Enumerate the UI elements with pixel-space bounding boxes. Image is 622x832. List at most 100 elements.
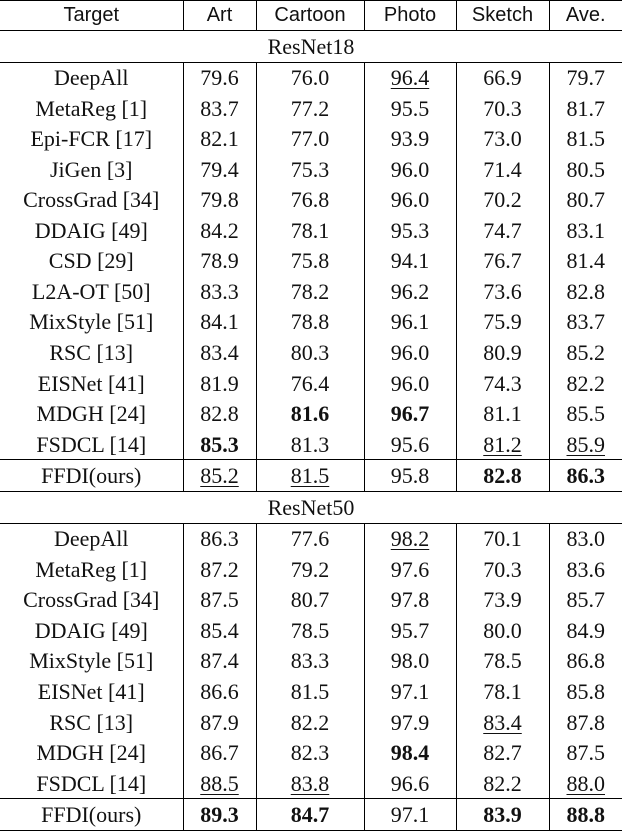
method-name: Epi-FCR [17] (30, 126, 153, 152)
method-name: FFDI(ours) (0, 798, 183, 831)
score-cell: 80.3 (255, 337, 364, 368)
score-cell: 83.4 (455, 706, 549, 738)
score-cell: 83.6 (548, 554, 622, 585)
score-cell: 85.8 (548, 676, 622, 707)
data-row: Epi-FCR [17] 82.1 77.0 93.9 73.0 81.5 (0, 123, 622, 155)
score-cell: 79.6 (182, 62, 256, 94)
score-cell: 88.8 (548, 798, 622, 831)
score-cell: 80.7 (255, 584, 364, 616)
score-cell: 82.2 (255, 706, 364, 738)
score-cell: 83.3 (182, 276, 256, 307)
score-cell: 73.9 (455, 584, 549, 616)
method-name: RSC [13] (49, 709, 134, 735)
score-cell: 81.3 (255, 428, 364, 460)
score-cell: 86.3 (182, 523, 256, 555)
score-cell: 75.9 (455, 306, 549, 338)
score-cell: 85.4 (182, 615, 256, 646)
data-row: MixStyle [51] 84.1 78.8 96.1 75.9 83.7 (0, 306, 622, 338)
method-name: MetaReg [1] (35, 95, 148, 121)
score-cell: 97.9 (363, 706, 456, 738)
score-cell: 75.8 (255, 245, 364, 277)
score-cell: 84.7 (255, 798, 364, 831)
score-cell: 98.4 (363, 737, 456, 768)
score-cell: 97.6 (363, 554, 456, 585)
score-cell: 87.5 (182, 584, 256, 616)
score-cell: 66.9 (455, 62, 549, 94)
score-cell: 95.5 (363, 93, 456, 124)
score-cell: 85.2 (548, 337, 622, 368)
header-row: Target Art Cartoon Photo Sketch Ave. (0, 0, 622, 31)
score-cell: 97.8 (363, 584, 456, 616)
score-cell: 83.1 (548, 215, 622, 246)
score-cell: 96.0 (363, 184, 456, 216)
method-name: JiGen [3] (50, 156, 133, 182)
score-cell: 96.0 (363, 367, 456, 399)
score-cell: 87.9 (182, 706, 256, 738)
method-name: MetaReg [1] (35, 556, 148, 582)
data-row: CrossGrad [34] 87.5 80.7 97.8 73.9 85.7 (0, 584, 622, 616)
score-cell: 76.8 (255, 184, 364, 216)
score-cell: 82.7 (455, 737, 549, 768)
method-name: L2A-OT [50] (31, 278, 151, 304)
score-cell: 97.1 (363, 676, 456, 707)
column-header: Photo (363, 0, 456, 31)
column-header: Art (182, 0, 256, 31)
data-row: DeepAll 86.3 77.6 98.2 70.1 83.0 (0, 523, 622, 555)
score-cell: 79.8 (182, 184, 256, 216)
score-cell: 96.6 (363, 767, 456, 799)
score-cell: 77.0 (255, 123, 364, 155)
data-row: JiGen [3] 79.4 75.3 96.0 71.4 80.5 (0, 154, 622, 185)
score-cell: 87.4 (182, 645, 256, 677)
score-cell: 82.1 (182, 123, 256, 155)
data-row: L2A-OT [50] 83.3 78.2 96.2 73.6 82.8 (0, 276, 622, 307)
score-cell: 84.2 (182, 215, 256, 246)
column-header: Ave. (548, 0, 622, 31)
score-cell: 83.8 (255, 767, 364, 799)
score-cell: 85.9 (548, 428, 622, 460)
score-cell: 74.7 (455, 215, 549, 246)
data-row: DDAIG [49] 84.2 78.1 95.3 74.7 83.1 (0, 215, 622, 246)
score-cell: 81.4 (548, 245, 622, 277)
score-cell: 79.2 (255, 554, 364, 585)
method-name: RSC [13] (49, 340, 134, 365)
data-row: DeepAll 79.6 76.0 96.4 66.9 79.7 (0, 62, 622, 94)
method-name: FSDCL [14] (36, 431, 147, 457)
data-row: FSDCL [14] 85.3 81.3 95.6 81.2 85.9 (0, 428, 622, 460)
score-cell: 88.0 (548, 767, 622, 799)
score-cell: 89.3 (182, 798, 256, 831)
score-cell: 95.6 (363, 428, 456, 460)
score-cell: 80.9 (455, 337, 549, 368)
score-cell: 78.9 (182, 245, 256, 277)
score-cell: 70.3 (455, 93, 549, 124)
column-header: Sketch (455, 0, 549, 31)
score-cell: 95.3 (363, 215, 456, 246)
method-name: DeepAll (53, 65, 129, 91)
score-cell: 82.8 (548, 276, 622, 307)
score-cell: 93.9 (363, 123, 456, 155)
score-cell: 78.8 (255, 306, 364, 338)
score-cell: 77.2 (255, 93, 364, 124)
data-row: FFDI(ours) 85.2 81.5 95.8 82.8 86.3 (0, 459, 622, 493)
section-title: ResNet18 (0, 30, 622, 63)
section-row: ResNet18 (0, 30, 622, 63)
score-cell: 85.2 (182, 459, 256, 493)
score-cell: 81.9 (182, 367, 256, 399)
score-cell: 82.8 (455, 459, 549, 493)
score-cell: 82.2 (455, 767, 549, 799)
score-cell: 80.7 (548, 184, 622, 216)
data-row: MDGH [24] 86.7 82.3 98.4 82.7 87.5 (0, 737, 622, 768)
score-cell: 86.7 (182, 737, 256, 768)
data-row: EISNet [41] 81.9 76.4 96.0 74.3 82.2 (0, 367, 622, 399)
score-cell: 96.4 (363, 62, 456, 94)
score-cell: 94.1 (363, 245, 456, 277)
score-cell: 95.8 (363, 459, 456, 493)
score-cell: 70.2 (455, 184, 549, 216)
section-title: ResNet50 (0, 491, 622, 524)
score-cell: 80.0 (455, 615, 549, 646)
score-cell: 70.3 (455, 554, 549, 585)
section: ResNet18 DeepAll 79.6 76.0 96.4 66.9 79.7 MetaR… (0, 30, 622, 493)
score-cell: 83.7 (182, 93, 256, 124)
data-row: RSC [13] 83.4 80.3 96.0 80.9 85.2 (0, 337, 622, 368)
